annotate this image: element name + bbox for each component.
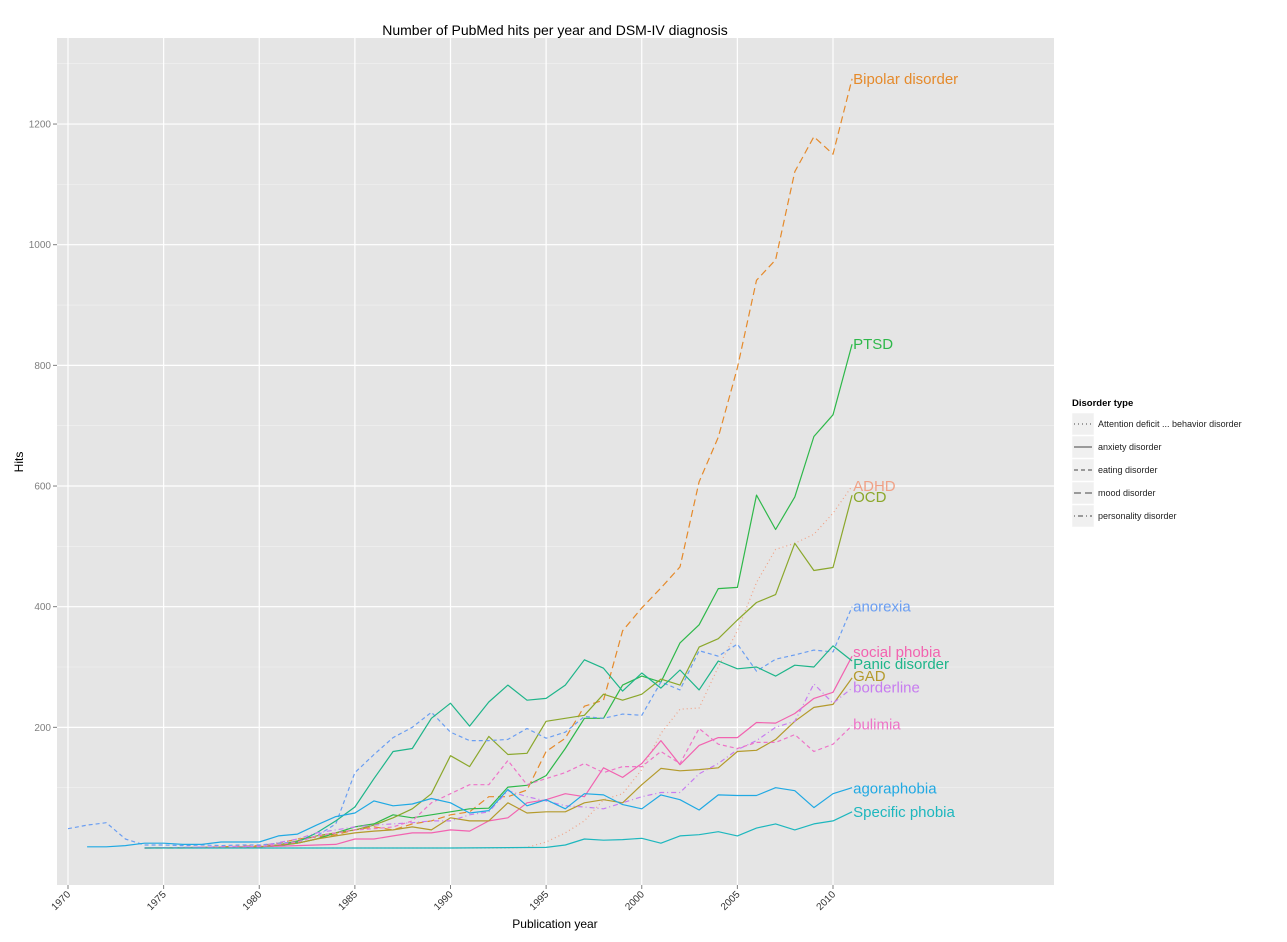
series-end-label: anorexia	[853, 599, 911, 616]
series-end-label: OCD	[853, 489, 887, 506]
y-tick-label: 400	[34, 602, 51, 613]
series-end-label: borderline	[853, 680, 920, 697]
y-axis-title: Hits	[12, 452, 26, 473]
series-line-social-phobia	[144, 655, 853, 849]
x-tick-label: 2000	[623, 889, 647, 913]
legend: Disorder type Attention deficit ... beha…	[1071, 398, 1242, 528]
series-end-label: PTSD	[853, 336, 893, 353]
series-line-bulimia	[144, 725, 853, 849]
series-line-panic-disorder	[259, 645, 853, 848]
series-end-label: GAD	[853, 668, 886, 685]
y-tick-label: 800	[34, 361, 51, 372]
series-line-agoraphobia	[87, 787, 853, 848]
series-end-label: Specific phobia	[853, 804, 955, 821]
x-axis-title: Publication year	[512, 917, 597, 931]
y-tick-label: 600	[34, 482, 51, 493]
legend-item-label: anxiety disorder	[1098, 442, 1162, 452]
x-tick-label: 2010	[815, 889, 839, 913]
series-end-label: social phobia	[853, 644, 941, 661]
series-end-label: agoraphobia	[853, 780, 937, 797]
legend-item-label: personality disorder	[1098, 511, 1177, 521]
legend-item-label: eating disorder	[1098, 465, 1158, 475]
series-end-label: Panic disorder	[853, 656, 949, 673]
series-end-label: bulimia	[853, 716, 901, 733]
x-axis: 1970 1975 1980 1985 1990 1995 2000 2005 2010	[50, 885, 839, 913]
legend-item-label: mood disorder	[1098, 488, 1156, 498]
y-tick-label: 1000	[29, 240, 52, 251]
x-tick-label: 1995	[528, 889, 552, 913]
x-tick-label: 1980	[241, 889, 265, 913]
series-line-specific-phobia	[144, 811, 853, 849]
x-tick-label: 1975	[145, 889, 169, 913]
x-tick-label: 1990	[432, 889, 456, 913]
series-end-label: Bipolar disorder	[853, 71, 958, 88]
series-line-anorexia	[67, 606, 853, 847]
y-tick-label: 1200	[29, 120, 52, 131]
series-line-ocd	[259, 494, 853, 848]
series-lines	[67, 78, 853, 849]
series-line-bipolar-disorder	[144, 78, 853, 849]
chart-title: Number of PubMed hits per year and DSM-I…	[382, 22, 728, 38]
legend-item-label: Attention deficit ... behavior disorder	[1098, 419, 1242, 429]
series-line-gad	[144, 677, 853, 849]
minor-gridlines	[57, 63, 1054, 788]
y-axis: 200 400 600 800 1000 1200	[29, 120, 57, 734]
x-tick-label: 2005	[719, 889, 743, 913]
legend-title: Disorder type	[1072, 398, 1133, 409]
series-end-label: ADHD	[853, 478, 896, 495]
x-tick-label: 1970	[50, 889, 74, 913]
series-line-borderline	[144, 683, 853, 849]
plot-panel	[57, 38, 1054, 885]
y-tick-label: 200	[34, 723, 51, 734]
x-tick-label: 1985	[336, 889, 360, 913]
series-line-ptsd	[259, 344, 853, 848]
